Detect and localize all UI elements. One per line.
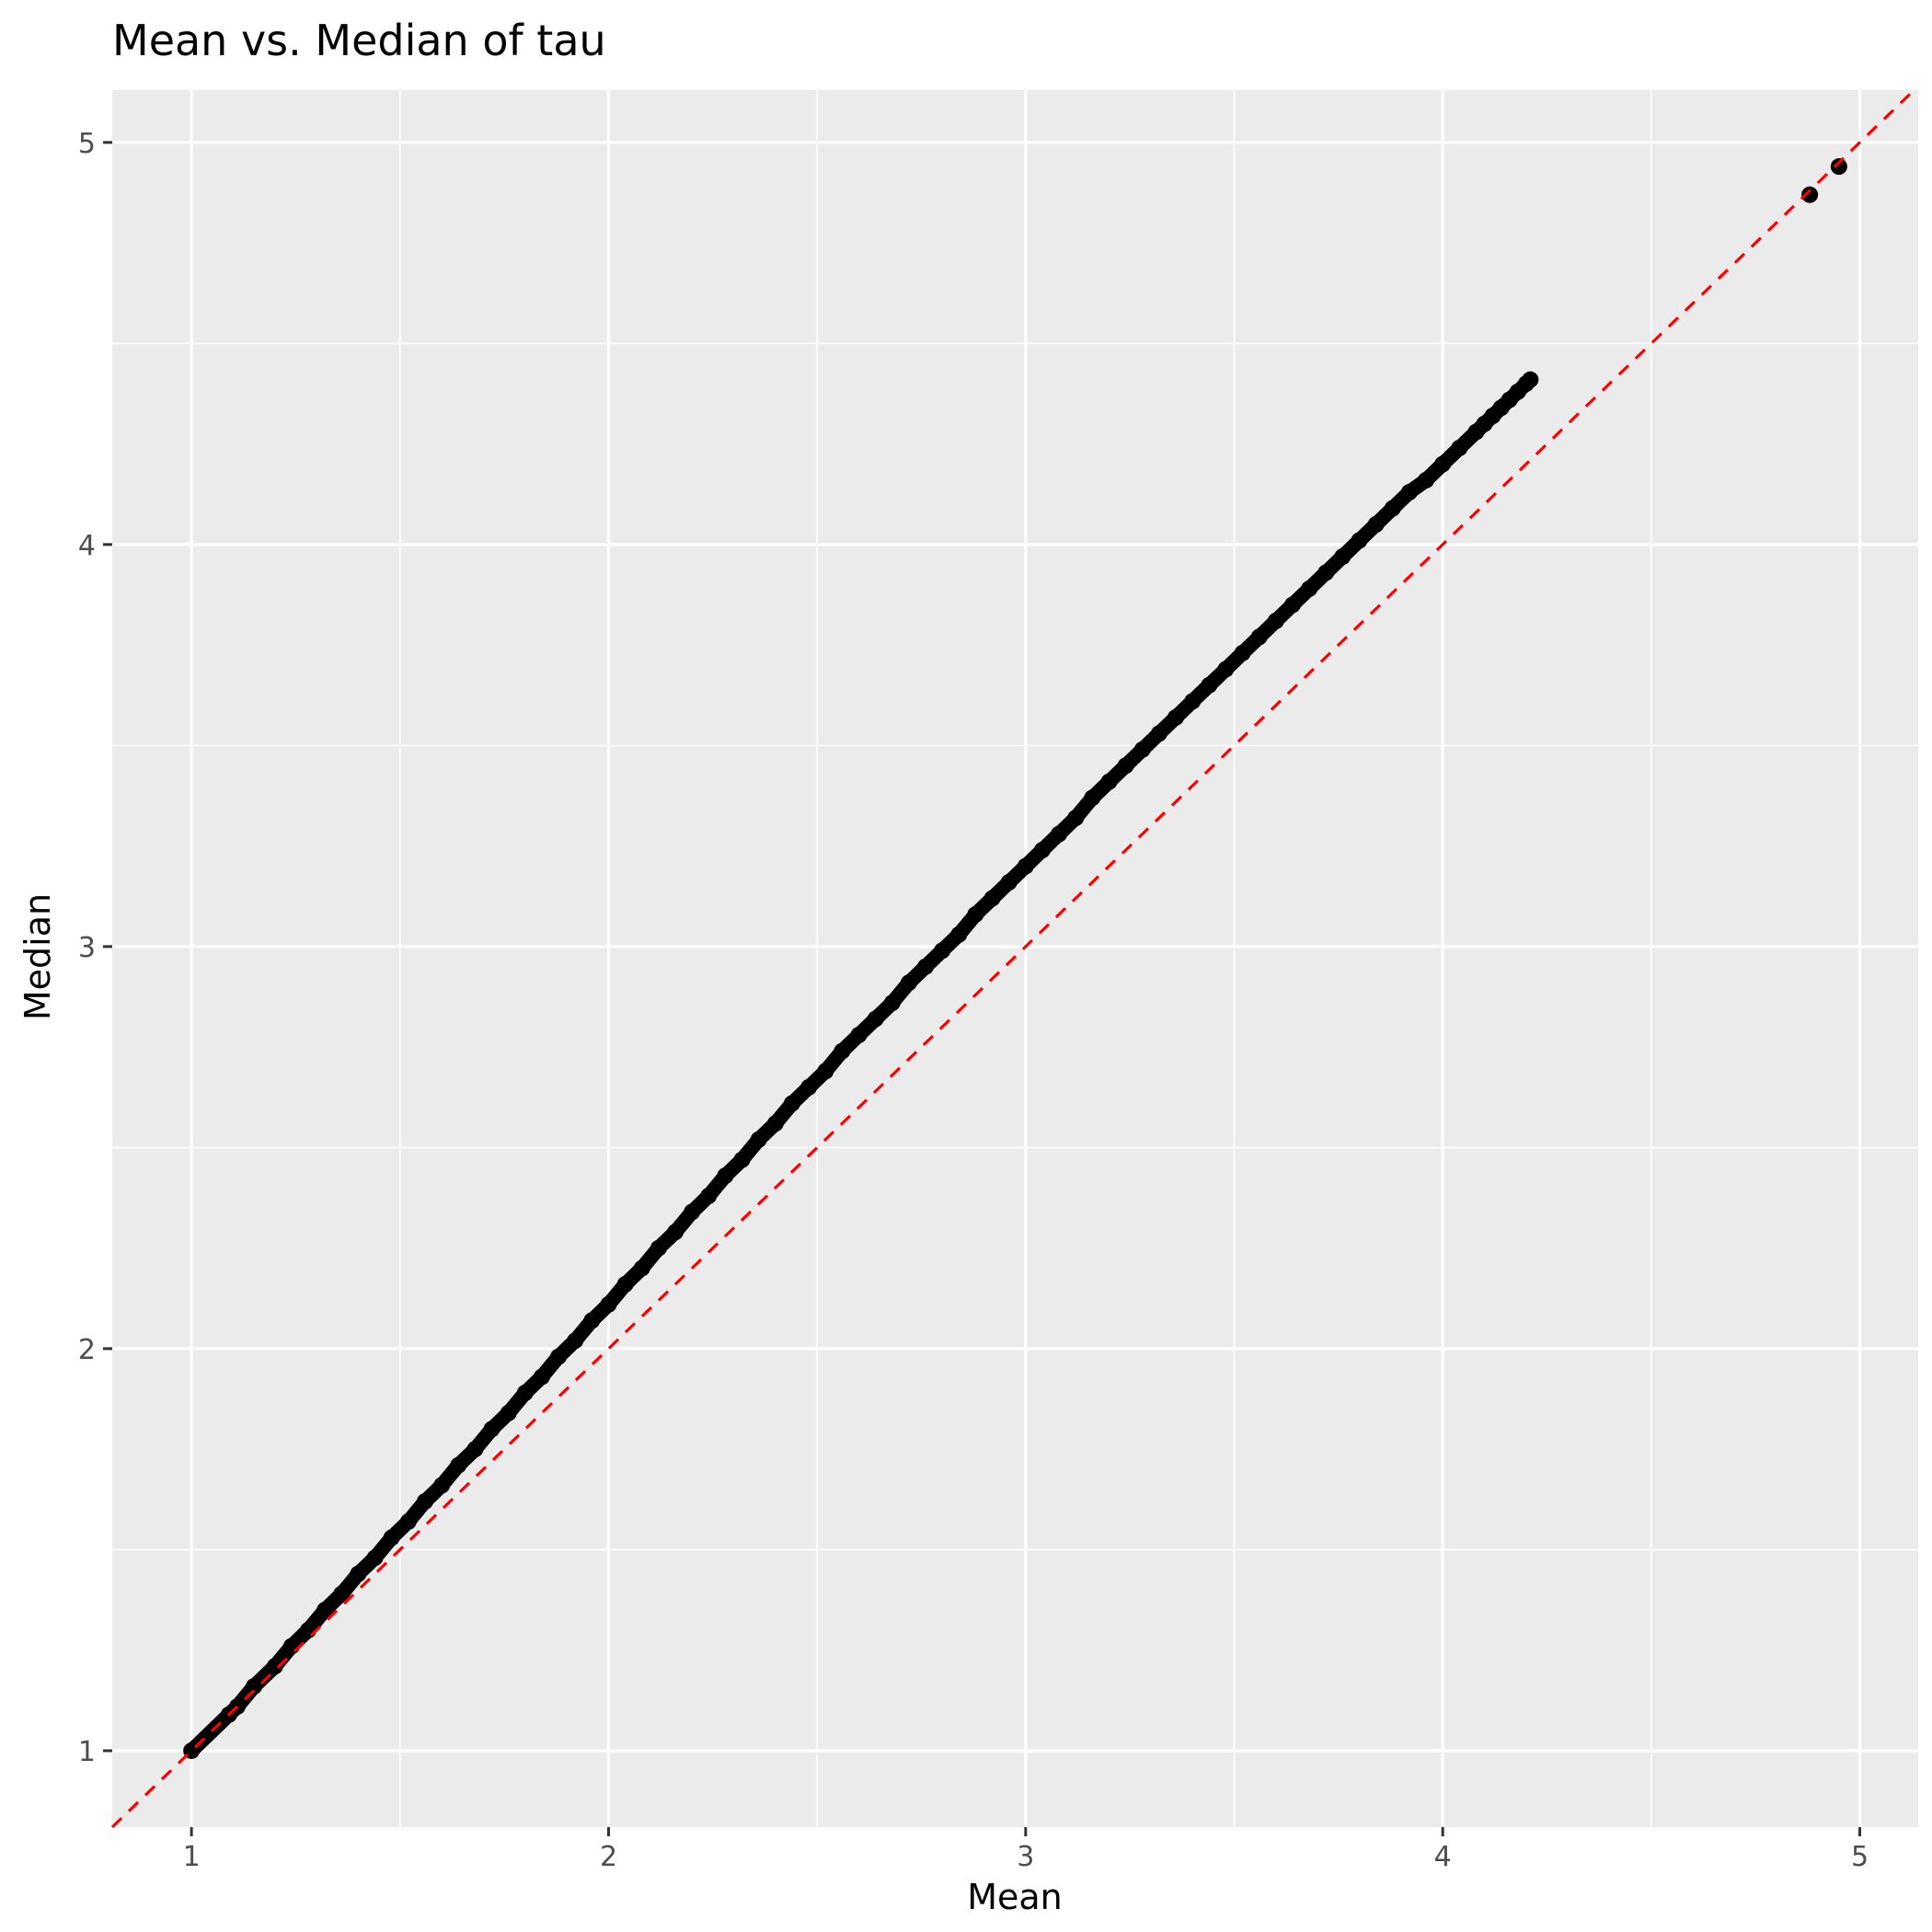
reference-line [110, 88, 1915, 1829]
x-axis-ticks: 1 2 3 4 5 [183, 1827, 1869, 1873]
y-tick-label: 1 [78, 1736, 96, 1768]
y-tick-label: 2 [78, 1334, 96, 1366]
y-tick-label: 5 [78, 128, 96, 160]
identity-line [110, 88, 1915, 1829]
x-tick-label: 5 [1851, 1841, 1869, 1873]
x-axis-title: Mean [967, 1877, 1063, 1917]
y-axis-title: Median [17, 893, 58, 1020]
y-axis-ticks: 1 2 3 4 5 [78, 128, 112, 1768]
x-tick-label: 1 [183, 1841, 201, 1873]
dense-point-band [184, 372, 1538, 1758]
y-tick-label: 3 [78, 932, 96, 964]
y-tick-label: 4 [78, 530, 96, 562]
chart-title: Mean vs. Median of tau [112, 16, 606, 65]
x-tick-label: 4 [1434, 1841, 1452, 1873]
x-tick-label: 2 [600, 1841, 617, 1873]
grid-lines [112, 90, 1918, 1827]
data-point [1801, 186, 1819, 203]
x-tick-label: 3 [1017, 1841, 1034, 1873]
data-point [1830, 158, 1847, 176]
